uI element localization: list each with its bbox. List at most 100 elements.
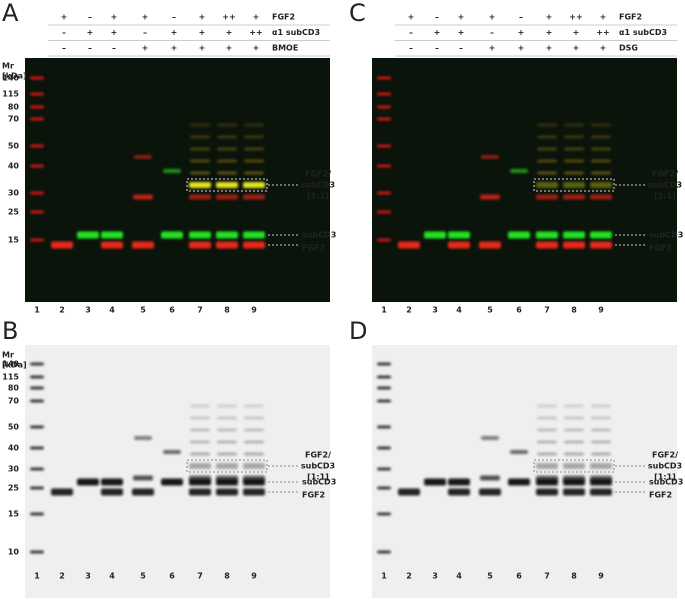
annotation: subCD3 xyxy=(648,462,682,471)
band xyxy=(377,238,391,242)
lane-number: 3 xyxy=(432,572,438,581)
band xyxy=(563,475,585,481)
annotation: subCD3 xyxy=(648,181,682,190)
band xyxy=(377,375,391,379)
panel-letter: C xyxy=(349,0,366,27)
cell: – xyxy=(459,44,463,53)
lane-number: 9 xyxy=(598,306,604,315)
band xyxy=(244,123,264,127)
band xyxy=(217,135,237,139)
band xyxy=(134,436,152,440)
cell: – xyxy=(490,28,494,37)
band xyxy=(190,440,210,444)
band xyxy=(563,194,585,200)
band xyxy=(244,416,264,420)
band xyxy=(481,155,499,159)
annotation: subCD3 xyxy=(649,231,683,240)
annotation: FGF2 xyxy=(649,491,672,500)
band xyxy=(424,478,446,486)
band xyxy=(134,155,152,159)
band xyxy=(216,182,238,188)
band xyxy=(591,171,611,175)
band xyxy=(591,123,611,127)
cell: ++ xyxy=(222,13,235,22)
cell: – xyxy=(435,44,439,53)
band xyxy=(30,467,44,471)
cell: – xyxy=(88,13,92,22)
cell: + xyxy=(142,44,149,53)
gel xyxy=(25,58,330,302)
band xyxy=(563,463,585,469)
marker-label: 40 xyxy=(8,444,20,453)
complex-box xyxy=(186,178,268,192)
band xyxy=(161,478,183,486)
cell: + xyxy=(111,13,118,22)
band xyxy=(590,194,612,200)
lane-number: 1 xyxy=(34,572,40,581)
cell: – xyxy=(62,44,66,53)
band xyxy=(101,478,123,486)
marker-label: 25 xyxy=(8,208,20,217)
lane-number: 6 xyxy=(169,572,175,581)
band xyxy=(480,475,500,481)
band xyxy=(564,404,584,408)
row-label: BMOE xyxy=(272,44,298,53)
band xyxy=(591,135,611,139)
band xyxy=(243,488,265,496)
panel-letter: B xyxy=(2,317,18,345)
band xyxy=(30,191,44,195)
gel xyxy=(25,345,330,598)
lane-number: 5 xyxy=(140,306,146,315)
lane-number: 9 xyxy=(251,306,257,315)
band xyxy=(479,241,501,249)
band xyxy=(132,488,154,496)
band xyxy=(591,452,611,456)
cell: + xyxy=(458,28,465,37)
annotation: FGF2/ xyxy=(652,451,678,460)
band xyxy=(30,76,44,80)
mr-label: Mr xyxy=(2,62,14,71)
band xyxy=(591,404,611,408)
complex-box xyxy=(533,178,615,192)
lane-number: 4 xyxy=(109,306,115,315)
band xyxy=(217,440,237,444)
band xyxy=(590,475,612,481)
band xyxy=(244,135,264,139)
band xyxy=(564,440,584,444)
band xyxy=(244,428,264,432)
band xyxy=(377,512,391,516)
lane-number: 7 xyxy=(197,306,203,315)
cell: + xyxy=(489,44,496,53)
band xyxy=(30,105,44,109)
band xyxy=(481,436,499,440)
lane-number: 1 xyxy=(381,306,387,315)
cell: – xyxy=(435,13,439,22)
band xyxy=(564,159,584,163)
band xyxy=(563,241,585,249)
annotation: FGF2 xyxy=(302,244,325,253)
band xyxy=(590,463,612,469)
band xyxy=(133,194,153,200)
band xyxy=(448,478,470,486)
lane-number: 1 xyxy=(381,572,387,581)
gel xyxy=(372,58,677,302)
band xyxy=(217,428,237,432)
marker-label: 115 xyxy=(2,90,19,99)
row-label: α1 subCD3 xyxy=(619,28,667,37)
band xyxy=(189,194,211,200)
band xyxy=(190,404,210,408)
lane-number: 3 xyxy=(432,306,438,315)
band xyxy=(243,241,265,249)
band xyxy=(377,144,391,148)
cell: + xyxy=(253,13,260,22)
band xyxy=(537,171,557,175)
cell: + xyxy=(61,13,68,22)
band xyxy=(377,92,391,96)
marker-label: 115 xyxy=(2,373,19,382)
band xyxy=(448,241,470,249)
cell: – xyxy=(143,28,147,37)
band xyxy=(216,475,238,481)
band xyxy=(537,452,557,456)
lane-number: 3 xyxy=(85,306,91,315)
